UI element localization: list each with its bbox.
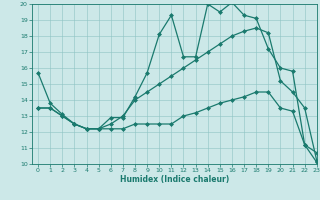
X-axis label: Humidex (Indice chaleur): Humidex (Indice chaleur) — [120, 175, 229, 184]
